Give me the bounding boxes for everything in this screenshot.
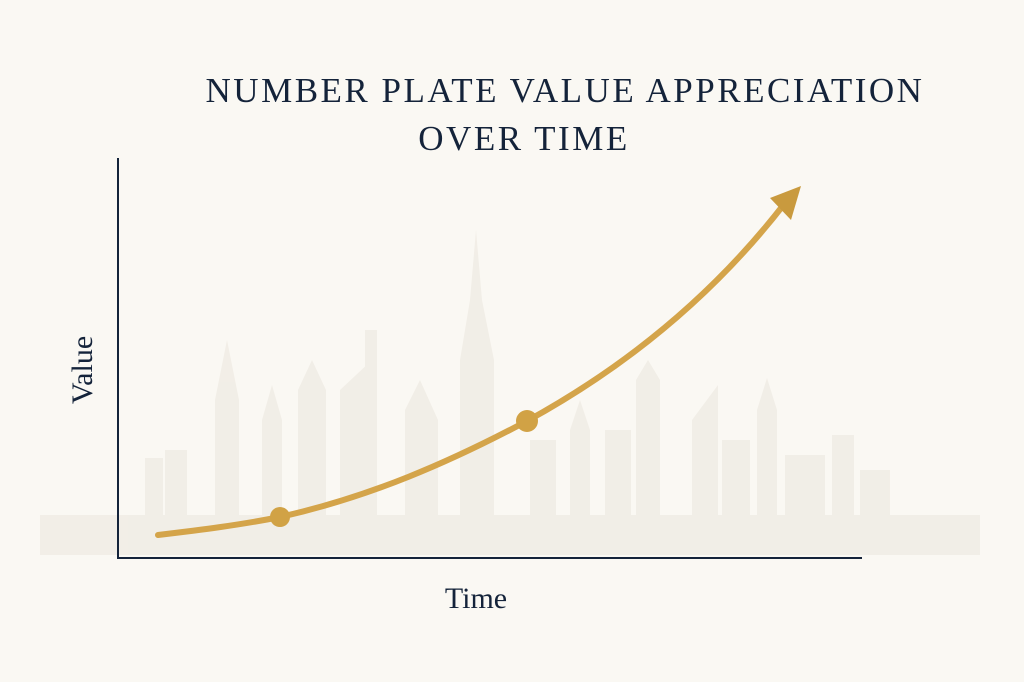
title-line: OVER TIME [418, 119, 629, 158]
arrow-head [770, 186, 801, 220]
x-axis-label: Time [445, 582, 507, 615]
curve-point [516, 410, 538, 432]
curve-point [270, 507, 290, 527]
trend-curve [155, 200, 788, 538]
y-axis-label: Value [66, 336, 99, 404]
title-line: NUMBER PLATE VALUE APPRECIATION [206, 71, 925, 110]
